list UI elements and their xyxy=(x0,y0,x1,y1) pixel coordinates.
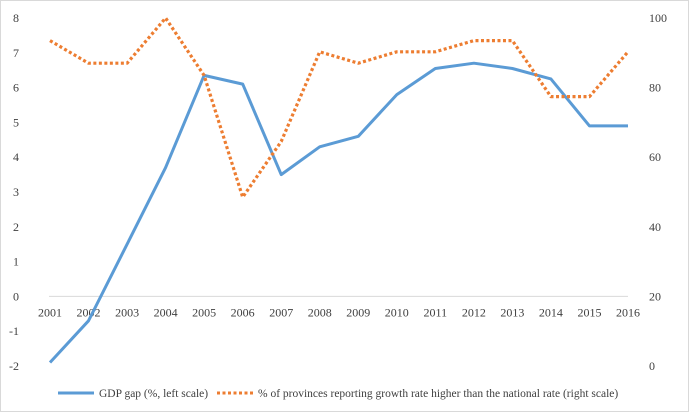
x-axis-tick-label: 2014 xyxy=(539,305,563,319)
x-axis-tick-label: 2015 xyxy=(577,305,601,319)
x-axis-tick-label: 2003 xyxy=(115,305,139,319)
left-axis-tick-label: 5 xyxy=(13,115,19,129)
right-axis-tick-label: 80 xyxy=(649,81,661,95)
legend-label-2: % of provinces reporting growth rate hig… xyxy=(258,388,618,400)
left-axis-tick-label: 8 xyxy=(13,11,19,25)
left-axis-tick-label: 2 xyxy=(13,220,19,234)
x-axis-tick-label: 2010 xyxy=(385,305,409,319)
x-axis-tick-label: 2016 xyxy=(616,305,640,319)
series-line-2 xyxy=(49,16,630,199)
x-axis-tick-label: 2007 xyxy=(269,305,293,319)
left-axis-tick-label: 7 xyxy=(13,46,19,60)
x-axis-tick-label: 2005 xyxy=(192,305,216,319)
left-axis-tick-label: 4 xyxy=(13,150,19,164)
right-axis-tick-label: 40 xyxy=(649,220,661,234)
left-axis-tick-label: -1 xyxy=(9,324,19,338)
x-axis-tick-label: 2002 xyxy=(77,305,101,319)
left-axis-tick-label: 6 xyxy=(13,81,19,95)
x-axis-tick-label: 2008 xyxy=(308,305,332,319)
right-axis-tick-label: 0 xyxy=(649,359,655,373)
left-axis-tick-label: -2 xyxy=(9,359,19,373)
legend-label-1: GDP gap (%, left scale) xyxy=(99,388,208,400)
right-axis-tick-label: 20 xyxy=(649,289,661,303)
x-axis-tick-label: 2009 xyxy=(346,305,370,319)
left-axis-tick-label: 3 xyxy=(13,185,19,199)
x-axis-tick-label: 2013 xyxy=(500,305,524,319)
x-axis-tick-label: 2012 xyxy=(462,305,486,319)
series-line-1 xyxy=(48,61,628,364)
x-axis-tick-label: 2004 xyxy=(154,305,178,319)
x-axis-tick-label: 2006 xyxy=(231,305,255,319)
right-axis-tick-label: 100 xyxy=(649,11,667,25)
left-axis-tick-label: 0 xyxy=(13,289,19,303)
x-axis-tick-label: 2001 xyxy=(38,305,62,319)
right-axis-tick-label: 60 xyxy=(649,150,661,164)
left-axis-tick-label: 1 xyxy=(13,255,19,269)
x-axis-tick-label: 2011 xyxy=(424,305,448,319)
